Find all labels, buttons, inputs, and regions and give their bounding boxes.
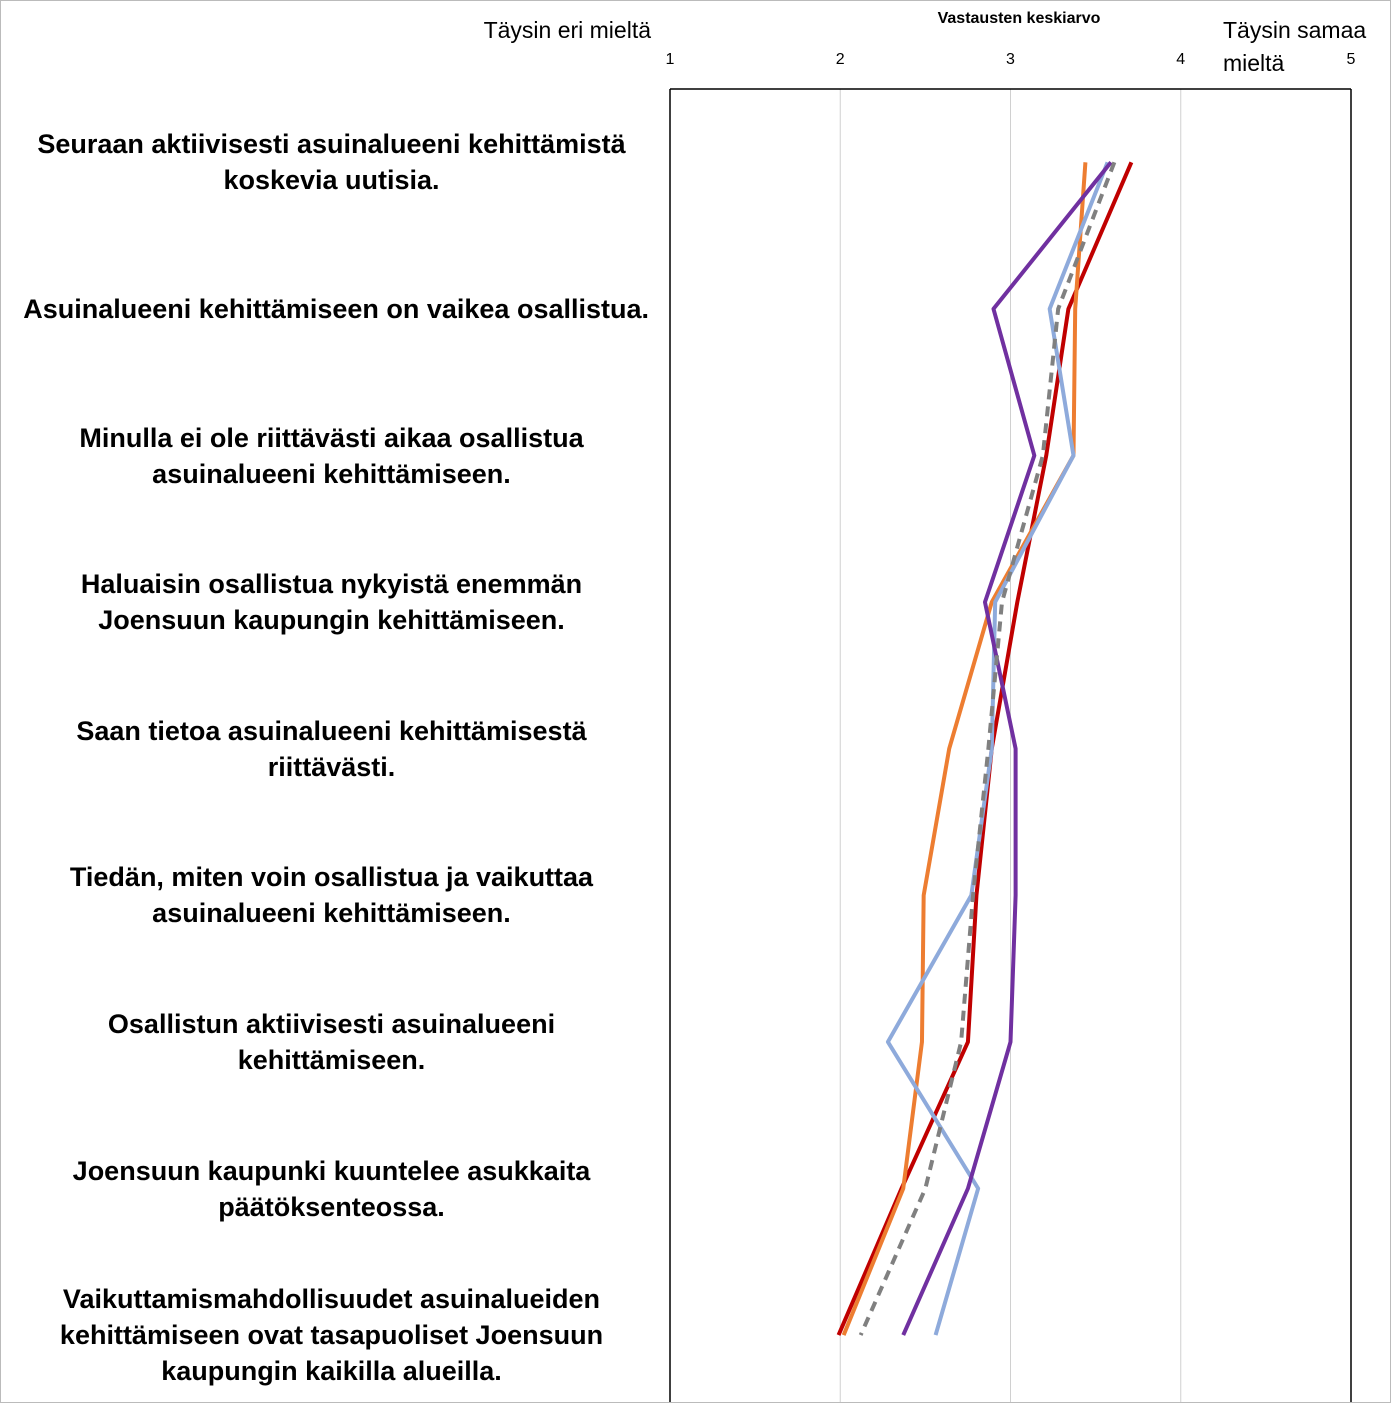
x-tick-label: 3 [1006, 51, 1015, 68]
x-tick-label: 1 [666, 51, 675, 68]
x-tick-label: 4 [1176, 51, 1185, 68]
x-axis-label: Vastausten keskiarvo [938, 10, 1101, 27]
y-tick-label: Saan tietoa asuinalueeni kehittämisestä … [76, 715, 587, 782]
x-tick-label: 2 [836, 51, 845, 68]
y-tick-label: Vaikuttamismahdollisuudet asuinalueiden … [59, 1284, 604, 1387]
annotation: mieltä [1223, 50, 1285, 76]
y-tick-label: Minulla ei ole riittävästi aikaa osallis… [79, 422, 584, 489]
series-line [901, 161, 1113, 1336]
series-line [836, 161, 1134, 1336]
annotation: Täysin eri mieltä [484, 17, 652, 43]
y-tick-label: Osallistun aktiivisesti asuinalueeni keh… [107, 1008, 556, 1075]
series-line [858, 161, 1117, 1336]
y-tick-label: Haluaisin osallistua nykyistä enemmän Jo… [80, 569, 583, 636]
x-tick-label: 5 [1347, 51, 1356, 68]
y-tick-label: Asuinalueeni kehittämiseen on vaikea osa… [23, 293, 649, 324]
annotation: Täysin samaa [1223, 17, 1366, 43]
series-line [885, 161, 1110, 1336]
y-tick-label: Seuraan aktiivisesti asuinalueeni kehitt… [37, 129, 626, 196]
series-line [841, 162, 1088, 1336]
y-tick-label: Joensuun kaupunki kuuntelee asukkaita pä… [72, 1155, 591, 1222]
y-tick-label: Tiedän, miten voin osallistua ja vaikutt… [69, 862, 594, 929]
